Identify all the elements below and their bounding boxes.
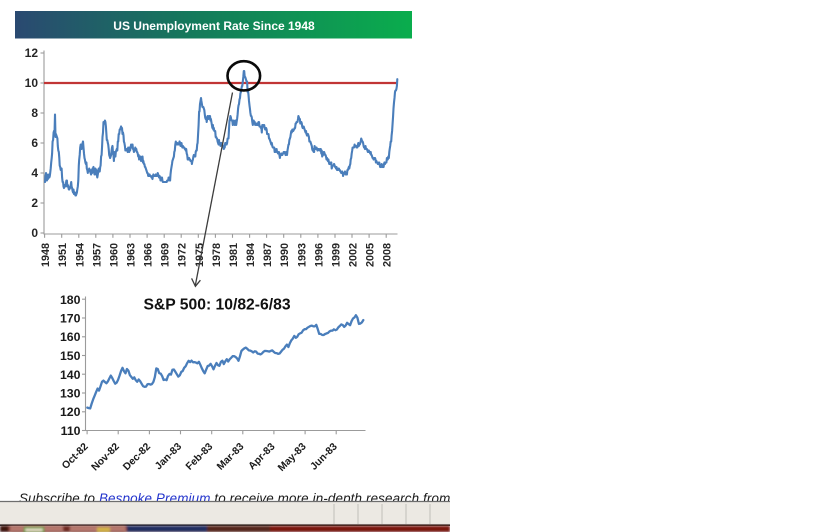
svg-text:140: 140 bbox=[60, 368, 81, 382]
svg-text:120: 120 bbox=[60, 405, 81, 419]
svg-text:1987: 1987 bbox=[262, 243, 274, 267]
svg-text:160: 160 bbox=[60, 330, 81, 344]
svg-text:170: 170 bbox=[60, 312, 81, 326]
svg-text:2005: 2005 bbox=[365, 243, 377, 267]
svg-text:110: 110 bbox=[61, 424, 81, 438]
svg-text:1972: 1972 bbox=[177, 243, 189, 267]
svg-text:S&P 500: 10/82-6/83: S&P 500: 10/82-6/83 bbox=[143, 297, 290, 314]
svg-text:8: 8 bbox=[31, 106, 38, 120]
svg-text:10: 10 bbox=[25, 76, 39, 90]
svg-text:1960: 1960 bbox=[108, 243, 120, 267]
svg-text:1978: 1978 bbox=[211, 243, 223, 267]
svg-text:2: 2 bbox=[31, 196, 38, 210]
svg-text:180: 180 bbox=[60, 293, 81, 307]
svg-text:12: 12 bbox=[25, 46, 39, 60]
svg-text:1957: 1957 bbox=[91, 243, 103, 267]
svg-text:1993: 1993 bbox=[296, 243, 308, 267]
svg-text:1951: 1951 bbox=[57, 243, 69, 267]
svg-text:1990: 1990 bbox=[279, 243, 291, 267]
svg-text:0: 0 bbox=[31, 226, 38, 240]
svg-text:130: 130 bbox=[60, 387, 81, 401]
svg-text:1969: 1969 bbox=[160, 243, 172, 267]
svg-text:1948: 1948 bbox=[40, 243, 52, 267]
svg-text:1966: 1966 bbox=[143, 243, 155, 267]
svg-text:US Unemployment Rate Since 194: US Unemployment Rate Since 1948 bbox=[113, 19, 315, 33]
svg-text:1996: 1996 bbox=[313, 243, 325, 267]
svg-text:4: 4 bbox=[31, 166, 38, 180]
svg-text:1981: 1981 bbox=[228, 243, 240, 267]
svg-text:2008: 2008 bbox=[382, 243, 394, 267]
svg-text:6: 6 bbox=[31, 136, 38, 150]
svg-text:1963: 1963 bbox=[126, 243, 138, 267]
svg-text:1999: 1999 bbox=[331, 243, 343, 267]
svg-text:150: 150 bbox=[60, 349, 81, 363]
svg-text:1954: 1954 bbox=[74, 243, 86, 267]
svg-text:1984: 1984 bbox=[245, 243, 257, 267]
svg-text:2002: 2002 bbox=[348, 243, 360, 267]
